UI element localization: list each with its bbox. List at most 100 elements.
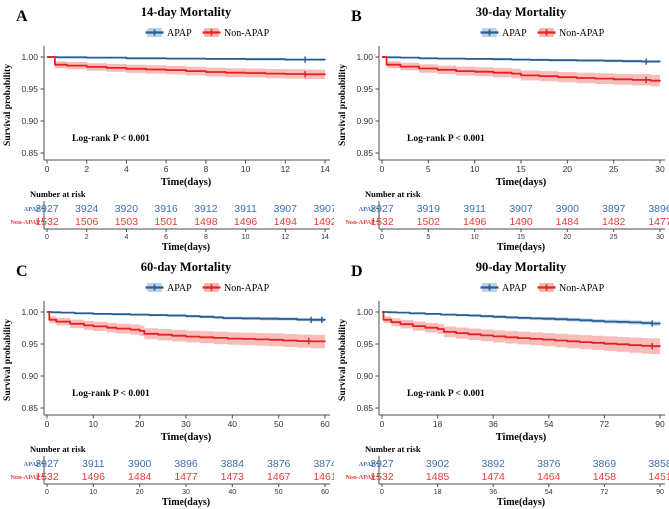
risk-table-tick-label: 10 bbox=[471, 234, 479, 241]
risk-count: 1501 bbox=[154, 216, 178, 228]
risk-table-tick-label: 0 bbox=[380, 489, 384, 496]
risk-count: 3911 bbox=[463, 203, 486, 215]
x-tick-label: 5 bbox=[426, 164, 431, 174]
x-tick-label: 0 bbox=[380, 164, 385, 174]
y-axis-label: Survival probability bbox=[338, 319, 348, 401]
risk-table-tick-label: 20 bbox=[136, 489, 144, 496]
risk-count: 1496 bbox=[234, 216, 258, 228]
risk-count: 1473 bbox=[221, 471, 245, 483]
y-axis-label: Survival probability bbox=[3, 319, 13, 401]
panel-b-30-day: B 30-day Mortality APAP Non-APAP 1.00 0.95 0.9… bbox=[335, 0, 669, 254]
x-tick-label: 20 bbox=[563, 164, 573, 174]
x-tick-label: 0 bbox=[45, 419, 50, 429]
risk-table-tick-label: 6 bbox=[164, 234, 168, 241]
x-tick-label: 30 bbox=[181, 419, 191, 429]
x-axis-label: Time(days) bbox=[161, 177, 212, 188]
panel-d-90-day: D 90-day Mortality APAP Non-APAP 1.00 0.95 0.9… bbox=[335, 255, 669, 509]
legend-label: Non-APAP bbox=[559, 283, 605, 294]
risk-row-label: APAP bbox=[359, 206, 375, 213]
risk-count: 3896 bbox=[174, 458, 198, 470]
risk-count: 3907 bbox=[509, 203, 533, 215]
confidence-band bbox=[382, 57, 660, 88]
x-tick-label: 15 bbox=[516, 164, 526, 174]
risk-count: 3919 bbox=[417, 203, 441, 215]
confidence-band bbox=[382, 312, 660, 355]
risk-count: 1498 bbox=[194, 216, 218, 228]
panel-title: 90-day Mortality bbox=[476, 260, 567, 274]
x-tick-label: 30 bbox=[655, 164, 665, 174]
x-tick-label: 72 bbox=[600, 419, 610, 429]
risk-count: 3911 bbox=[82, 458, 105, 470]
confidence-band bbox=[47, 57, 325, 80]
risk-table-tick-label: 4 bbox=[124, 234, 128, 241]
x-tick-label: 50 bbox=[274, 419, 284, 429]
survival-curve bbox=[382, 56, 661, 82]
risk-count: 1461 bbox=[313, 471, 334, 483]
panel-svg: B 30-day Mortality APAP Non-APAP 1.00 0.95 0.9… bbox=[338, 5, 669, 253]
x-tick-label: 2 bbox=[84, 164, 89, 174]
risk-count: 1482 bbox=[602, 216, 626, 228]
legend-label: APAP bbox=[502, 283, 527, 294]
risk-table-x-label: Time(days) bbox=[497, 497, 545, 508]
risk-table-tick-label: 0 bbox=[45, 489, 49, 496]
legend-label: Non-APAP bbox=[224, 283, 270, 294]
risk-count: 3916 bbox=[154, 203, 178, 215]
panel-title: 14-day Mortality bbox=[141, 5, 232, 19]
panel-svg: C 60-day Mortality APAP Non-APAP 1.00 0.95 0.9… bbox=[3, 260, 337, 508]
x-tick-label: 20 bbox=[135, 419, 145, 429]
risk-table-tick-label: 14 bbox=[321, 234, 329, 241]
legend-label: Non-APAP bbox=[559, 28, 605, 39]
survival-curve bbox=[47, 56, 326, 76]
y-tick-label: 0.95 bbox=[356, 339, 373, 349]
x-tick-label: 14 bbox=[320, 164, 330, 174]
risk-count: 1494 bbox=[274, 216, 298, 228]
risk-count: 1503 bbox=[115, 216, 139, 228]
risk-table-tick-label: 10 bbox=[242, 234, 250, 241]
panel-a-14-day: A 14-day Mortality APAP Non-APAP 1.00 0.95 0.9… bbox=[0, 0, 337, 254]
y-tick-label: 0.95 bbox=[21, 84, 38, 94]
panel-title: 30-day Mortality bbox=[476, 5, 567, 19]
risk-count: 3927 bbox=[35, 203, 59, 215]
risk-table-tick-label: 20 bbox=[563, 234, 571, 241]
risk-table-tick-label: 8 bbox=[204, 234, 208, 241]
y-tick-label: 0.90 bbox=[21, 371, 38, 381]
risk-table-tick-label: 12 bbox=[281, 234, 289, 241]
risk-count: 1492 bbox=[313, 216, 334, 228]
log-rank-annotation: Log-rank P < 0.001 bbox=[407, 134, 485, 144]
risk-count: 1532 bbox=[35, 216, 59, 228]
panel-svg: D 90-day Mortality APAP Non-APAP 1.00 0.95 0.9… bbox=[338, 260, 669, 508]
risk-count: 3884 bbox=[221, 458, 245, 470]
survival-curve bbox=[382, 311, 661, 325]
y-tick-label: 1.00 bbox=[21, 307, 38, 317]
risk-count: 3858 bbox=[648, 458, 669, 470]
y-tick-label: 1.00 bbox=[356, 52, 373, 62]
risk-table-tick-label: 5 bbox=[426, 234, 430, 241]
risk-count: 1490 bbox=[509, 216, 533, 228]
x-tick-label: 10 bbox=[89, 419, 99, 429]
risk-table-tick-label: 15 bbox=[517, 234, 525, 241]
risk-count: 1464 bbox=[537, 471, 561, 483]
y-tick-label: 1.00 bbox=[21, 52, 38, 62]
risk-table-header: Number at risk bbox=[365, 444, 421, 454]
risk-row-label: Non-APAP bbox=[345, 219, 375, 226]
risk-row-label: Non-APAP bbox=[10, 474, 40, 481]
risk-count: 1496 bbox=[82, 471, 106, 483]
risk-count: 1484 bbox=[556, 216, 580, 228]
x-axis-label: Time(days) bbox=[496, 432, 547, 443]
risk-count: 1451 bbox=[648, 471, 669, 483]
risk-count: 1532 bbox=[35, 471, 59, 483]
risk-count: 1477 bbox=[648, 216, 669, 228]
panel-letter: C bbox=[16, 263, 28, 280]
risk-row-label: APAP bbox=[24, 461, 40, 468]
risk-count: 3927 bbox=[370, 458, 394, 470]
risk-count: 1477 bbox=[174, 471, 198, 483]
x-tick-label: 8 bbox=[204, 164, 209, 174]
x-tick-label: 10 bbox=[470, 164, 480, 174]
survival-curve bbox=[47, 311, 326, 343]
risk-count: 1506 bbox=[75, 216, 99, 228]
risk-table-tick-label: 72 bbox=[601, 489, 609, 496]
risk-count: 1467 bbox=[267, 471, 291, 483]
risk-count: 3907 bbox=[274, 203, 298, 215]
risk-table-x-label: Time(days) bbox=[162, 497, 210, 508]
panel-letter: B bbox=[351, 8, 362, 25]
